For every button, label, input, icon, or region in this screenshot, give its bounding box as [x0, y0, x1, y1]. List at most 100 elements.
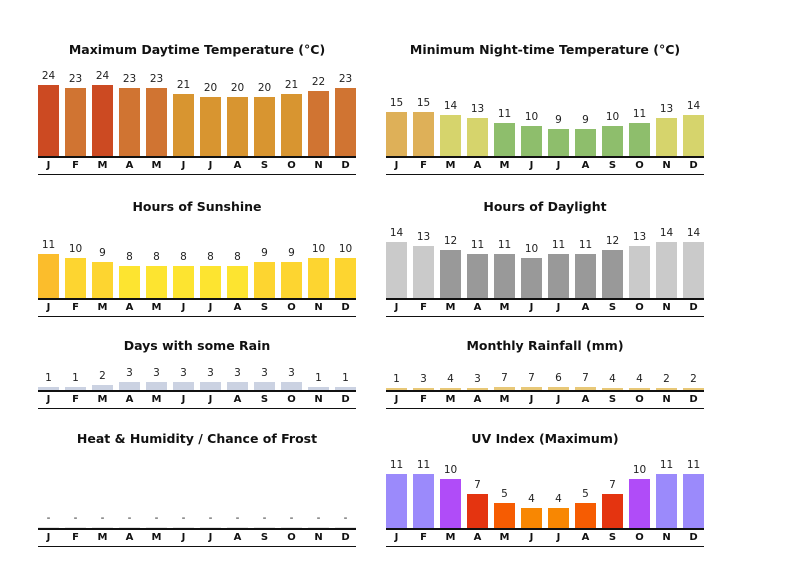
bar-O	[281, 527, 302, 528]
month-label: A	[581, 394, 590, 405]
month-label: D	[341, 160, 350, 171]
bar-A	[467, 118, 488, 156]
bar-M	[92, 385, 113, 390]
value-label: 11	[686, 459, 701, 471]
value-label: 10	[605, 111, 620, 123]
value-label: 21	[176, 79, 191, 91]
month-label: F	[72, 532, 79, 543]
month-label: D	[689, 532, 698, 543]
month-label: J	[208, 394, 213, 405]
month-label: J	[181, 302, 186, 313]
value-label: 11	[497, 108, 512, 120]
value-label: 15	[416, 97, 431, 109]
bar-J	[38, 254, 59, 298]
bar-M	[494, 387, 515, 390]
month-label: S	[608, 532, 617, 543]
bar-S	[602, 388, 623, 390]
value-label: 22	[311, 76, 326, 88]
value-label: 10	[338, 243, 353, 255]
month-label: J	[46, 160, 51, 171]
value-label: 10	[443, 464, 458, 476]
month-label: M	[151, 302, 162, 313]
value-label: 3	[420, 373, 427, 385]
value-label: 23	[338, 73, 353, 85]
bar-F	[65, 88, 86, 156]
month-label: N	[662, 532, 671, 543]
month-label: N	[662, 302, 671, 313]
bar-J	[521, 258, 542, 298]
bar-D	[335, 527, 356, 528]
month-label: O	[287, 532, 296, 543]
value-label: -	[343, 512, 348, 524]
value-label: 20	[230, 82, 245, 94]
bar-M	[494, 254, 515, 298]
value-label: 14	[659, 227, 674, 239]
value-label: 10	[68, 243, 83, 255]
month-label: J	[556, 394, 561, 405]
month-label: A	[473, 394, 482, 405]
month-label: F	[420, 302, 427, 313]
bar-S	[602, 126, 623, 156]
month-label: M	[151, 394, 162, 405]
value-label: 3	[126, 367, 133, 379]
month-label: A	[125, 394, 134, 405]
bar-A	[227, 266, 248, 298]
bar-M	[146, 266, 167, 298]
bar-M	[440, 479, 461, 528]
month-label: N	[314, 394, 323, 405]
month-row-underline	[386, 174, 704, 175]
month-label: J	[181, 160, 186, 171]
bar-F	[65, 387, 86, 390]
bar-J	[386, 388, 407, 390]
bar-J	[173, 94, 194, 156]
value-label: 14	[389, 227, 404, 239]
bar-J	[521, 508, 542, 528]
value-label: 9	[261, 247, 268, 259]
bar-F	[413, 112, 434, 156]
bar-S	[602, 250, 623, 298]
bar-M	[92, 262, 113, 298]
month-label: A	[581, 302, 590, 313]
value-label: 8	[153, 251, 160, 263]
month-label: N	[314, 532, 323, 543]
value-label: 8	[234, 251, 241, 263]
bar-M	[440, 115, 461, 156]
x-axis-line	[386, 528, 704, 530]
bar-A	[119, 88, 140, 156]
x-axis-line	[38, 390, 356, 392]
value-label: 1	[342, 372, 349, 384]
value-label: 8	[207, 251, 214, 263]
bar-M	[440, 250, 461, 298]
bar-M	[146, 88, 167, 156]
value-label: 11	[551, 239, 566, 251]
bar-N	[656, 388, 677, 390]
month-label: J	[556, 302, 561, 313]
month-label: N	[662, 160, 671, 171]
month-label: M	[499, 532, 510, 543]
bar-F	[413, 474, 434, 528]
bar-O	[281, 94, 302, 156]
month-label: M	[97, 532, 108, 543]
value-label: 24	[95, 70, 110, 82]
month-label: S	[260, 160, 269, 171]
value-label: -	[289, 512, 294, 524]
month-label: A	[233, 302, 242, 313]
bar-J	[521, 126, 542, 156]
value-label: 7	[582, 372, 589, 384]
month-label: A	[233, 394, 242, 405]
value-label: 11	[632, 108, 647, 120]
month-row-underline	[38, 174, 356, 175]
bar-M	[92, 527, 113, 528]
value-label: 1	[393, 373, 400, 385]
bar-M	[494, 123, 515, 156]
bar-F	[413, 246, 434, 298]
value-label: 1	[72, 372, 79, 384]
chart-title: Days with some Rain	[123, 338, 271, 353]
x-axis-line	[386, 156, 704, 158]
month-row-underline	[386, 316, 704, 317]
month-label: O	[635, 302, 644, 313]
value-label: 4	[636, 373, 643, 385]
value-label: 9	[99, 247, 106, 259]
value-label: 3	[180, 367, 187, 379]
month-label: N	[314, 302, 323, 313]
